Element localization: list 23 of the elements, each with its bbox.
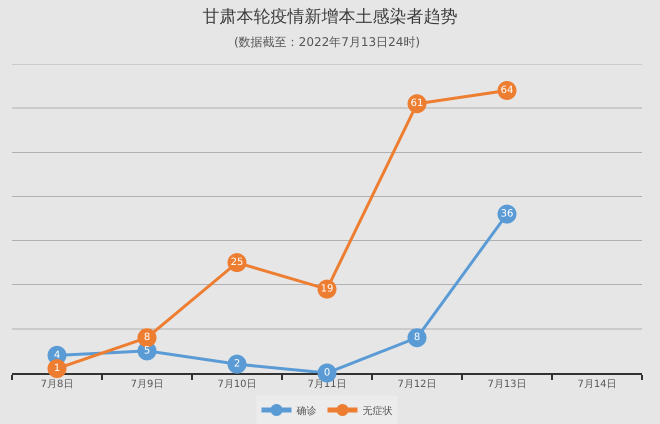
data-label: 8 [144, 332, 150, 344]
x-tick-label: 7月12日 [397, 379, 437, 390]
data-label: 36 [500, 208, 514, 220]
legend-label: 确诊 [296, 404, 316, 417]
chart-subtitle: (数据截至：2022年7月13日24时) [234, 35, 420, 49]
data-label: 25 [230, 257, 244, 268]
legend-label: 无症状 [362, 404, 392, 417]
chart-title: 甘肃本轮疫情新增本土感染者趋势 [202, 6, 458, 27]
x-tick-label: 7月10日 [217, 379, 257, 390]
data-label: 4 [54, 350, 60, 361]
data-label: 64 [500, 84, 514, 96]
data-label: 2 [234, 358, 240, 370]
data-label: 19 [320, 284, 334, 295]
x-tick-label: 7月8日 [40, 379, 74, 390]
x-tick-label: 7月13日 [487, 379, 527, 390]
x-tick-label: 7月9日 [130, 379, 164, 390]
data-label: 5 [144, 345, 150, 356]
data-label: 1 [54, 363, 60, 374]
data-label: 8 [414, 332, 420, 344]
x-tick-label: 7月14日 [577, 379, 617, 390]
data-label: 61 [410, 98, 424, 110]
point [48, 359, 66, 378]
data-label: 0 [324, 368, 330, 378]
